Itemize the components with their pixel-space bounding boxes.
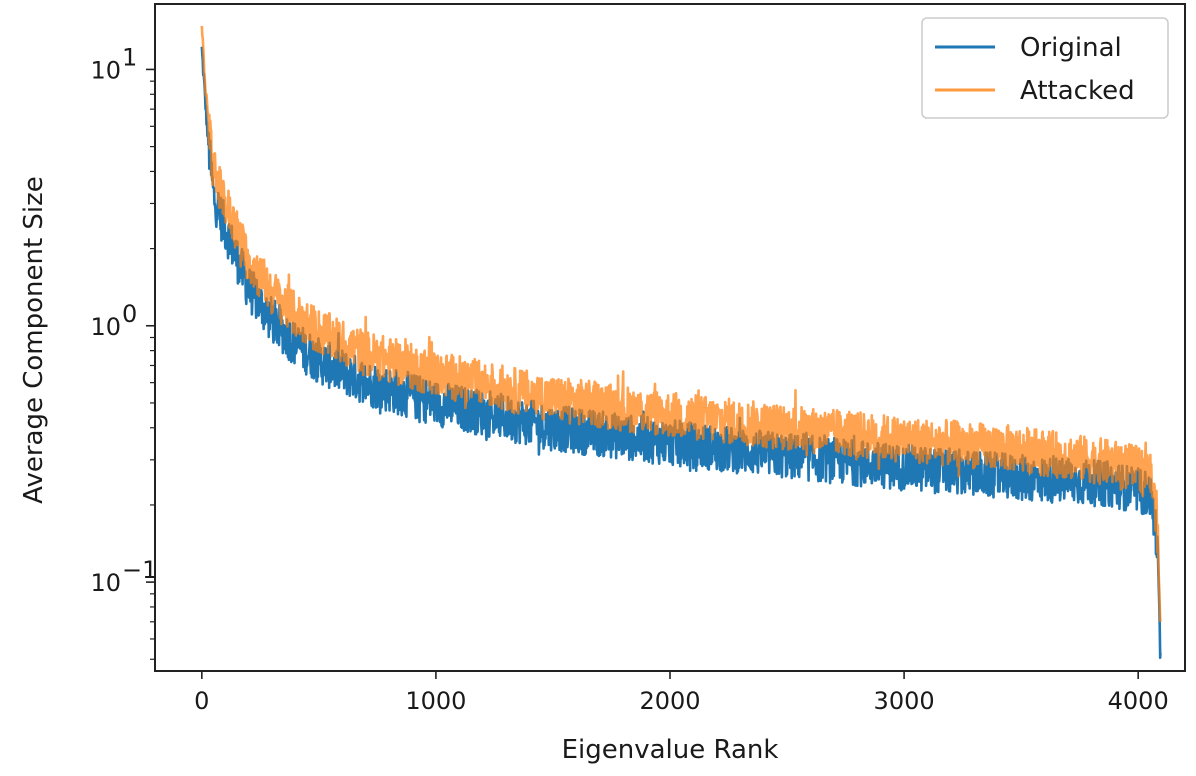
plot-area: [200, 25, 1162, 660]
legend: Original Attacked: [921, 17, 1169, 119]
y-tick-label: 10: [90, 569, 121, 597]
x-tick-label: 1000: [405, 687, 466, 715]
x-tick-label: 3000: [874, 687, 935, 715]
y-tick-exponent: 1: [122, 43, 137, 71]
y-axis-label: Average Component Size: [19, 176, 49, 504]
x-axis-label: Eigenvalue Rank: [562, 735, 779, 765]
y-tick-exponent: −1: [122, 556, 157, 584]
series-line-attacked: [200, 25, 1162, 622]
x-tick-label: 0: [194, 687, 209, 715]
legend-frame: [921, 17, 1169, 119]
x-axis: 0 1000 2000 3000 4000: [194, 671, 1169, 715]
y-tick-label: 10: [90, 56, 121, 84]
y-tick-exponent: 0: [122, 300, 137, 328]
y-tick-label: 10: [90, 313, 121, 341]
x-tick-label: 4000: [1108, 687, 1169, 715]
legend-label-original: Original: [1020, 33, 1122, 63]
legend-label-attacked: Attacked: [1020, 76, 1135, 106]
x-tick-label: 2000: [639, 687, 700, 715]
